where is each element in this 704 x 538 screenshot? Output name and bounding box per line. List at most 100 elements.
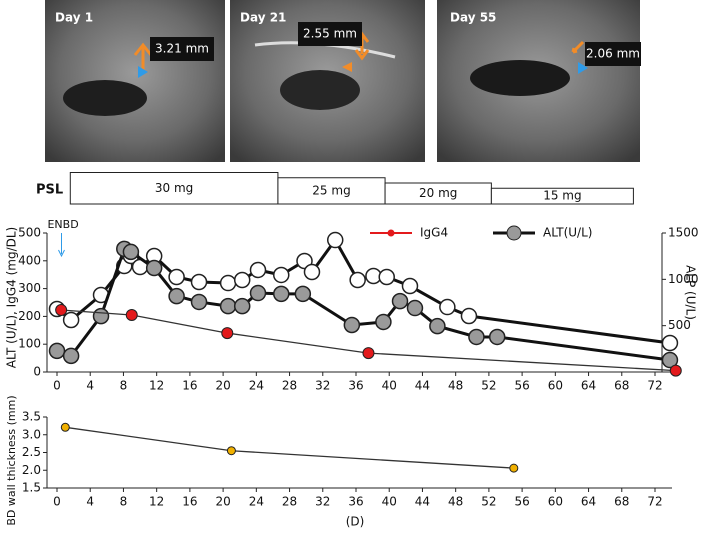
y2-axis-label: ALP (U/L) xyxy=(684,265,698,320)
x-tick-label: 72 xyxy=(647,379,662,393)
data-point xyxy=(362,347,375,360)
data-point xyxy=(488,328,506,346)
data-point xyxy=(48,342,66,360)
data-point xyxy=(62,347,80,365)
x-tick-label: 44 xyxy=(415,495,430,509)
x-tick-label: 4 xyxy=(86,379,94,393)
x-tick-label: 0 xyxy=(53,379,61,393)
x-tick-label: 56 xyxy=(514,379,529,393)
x-axis-label: (D) xyxy=(346,515,365,529)
x-tick-label: 32 xyxy=(315,495,330,509)
data-point xyxy=(60,422,70,432)
x-tick-label: 36 xyxy=(348,379,363,393)
data-point xyxy=(122,243,140,261)
y-tick-label: 400 xyxy=(18,253,41,267)
image-label: Day 21 xyxy=(240,11,286,25)
image-label: Day 1 xyxy=(55,11,93,25)
x-tick-label: 4 xyxy=(86,495,94,509)
measurement-label: 2.55 mm xyxy=(303,27,357,41)
y-tick-label: 3.5 xyxy=(22,410,41,424)
y-axis-label: BD wall thickness (mm) xyxy=(5,395,18,525)
data-point xyxy=(661,351,679,369)
data-point xyxy=(125,309,138,322)
psl-dose-label: 15 mg xyxy=(543,189,581,203)
annotation: ENBD xyxy=(47,218,78,231)
x-tick-label: 64 xyxy=(581,379,596,393)
x-tick-label: 12 xyxy=(149,495,164,509)
data-point xyxy=(303,263,321,281)
data-point xyxy=(190,293,208,311)
data-point xyxy=(233,297,251,315)
x-tick-label: 64 xyxy=(581,495,596,509)
data-point xyxy=(249,284,267,302)
data-point xyxy=(92,307,110,325)
data-point xyxy=(509,463,519,473)
y2-tick-label: 1500 xyxy=(668,226,699,240)
psl-dose-label: 30 mg xyxy=(155,181,193,195)
data-point xyxy=(468,328,485,346)
x-tick-label: 40 xyxy=(382,495,397,509)
y-tick-label: 2.0 xyxy=(22,463,41,477)
y-tick-label: 0 xyxy=(33,365,41,379)
data-point xyxy=(391,292,409,310)
x-tick-label: 16 xyxy=(182,379,197,393)
data-point xyxy=(294,285,312,303)
data-point xyxy=(378,268,395,286)
x-tick-label: 28 xyxy=(282,495,297,509)
ultrasound-2: Day 21 2.55 mm xyxy=(230,0,425,162)
annotation-arrowhead xyxy=(58,249,65,258)
data-point xyxy=(226,446,236,456)
x-tick-label: 20 xyxy=(215,495,230,509)
x-tick-label: 28 xyxy=(282,379,297,393)
x-tick-label: 40 xyxy=(382,379,397,393)
y2-tick-label: 500 xyxy=(668,318,691,332)
y-tick-label: 3.0 xyxy=(22,427,41,441)
data-point xyxy=(190,273,208,291)
ultrasound-3: Day 55 2.06 mm xyxy=(437,0,641,162)
y-tick-label: 300 xyxy=(18,281,41,295)
data-point xyxy=(233,271,251,289)
data-point xyxy=(145,259,163,277)
data-point xyxy=(349,271,366,289)
series-line xyxy=(61,309,676,372)
x-tick-label: 24 xyxy=(249,495,264,509)
data-point xyxy=(375,313,392,331)
image-label: Day 55 xyxy=(450,11,496,25)
data-point xyxy=(168,268,185,286)
y-tick-label: 200 xyxy=(18,309,41,323)
x-tick-label: 16 xyxy=(182,495,197,509)
data-point xyxy=(326,231,344,249)
measurement-label: 2.06 mm xyxy=(586,47,640,61)
psl-dose-label: 25 mg xyxy=(312,183,350,197)
legend-label: IgG4 xyxy=(420,226,448,240)
y-tick-label: 1.5 xyxy=(22,481,41,495)
data-point xyxy=(273,285,290,303)
x-tick-label: 52 xyxy=(481,495,496,509)
x-tick-label: 68 xyxy=(614,379,629,393)
data-point xyxy=(406,299,424,317)
y-tick-label: 2.5 xyxy=(22,445,41,459)
data-point xyxy=(168,287,185,305)
x-tick-label: 48 xyxy=(448,495,463,509)
data-point xyxy=(55,304,68,317)
psl-label: PSL xyxy=(36,183,63,198)
data-point xyxy=(460,307,478,325)
data-point xyxy=(219,297,237,315)
legend-label: ALT(U/L) xyxy=(543,226,592,240)
x-tick-label: 60 xyxy=(548,495,563,509)
data-point xyxy=(439,298,456,316)
x-tick-label: 52 xyxy=(481,379,496,393)
x-tick-label: 8 xyxy=(120,379,128,393)
data-point xyxy=(429,317,446,335)
data-point xyxy=(219,274,237,292)
x-tick-label: 8 xyxy=(120,495,128,509)
y2-tick-label: 1000 xyxy=(668,272,699,286)
x-tick-label: 36 xyxy=(348,495,363,509)
data-point xyxy=(221,327,234,340)
psl-segment xyxy=(490,187,634,205)
ultrasound-1: Day 1 3.21 mm xyxy=(45,0,225,162)
data-point xyxy=(669,364,682,377)
x-tick-label: 32 xyxy=(315,379,330,393)
